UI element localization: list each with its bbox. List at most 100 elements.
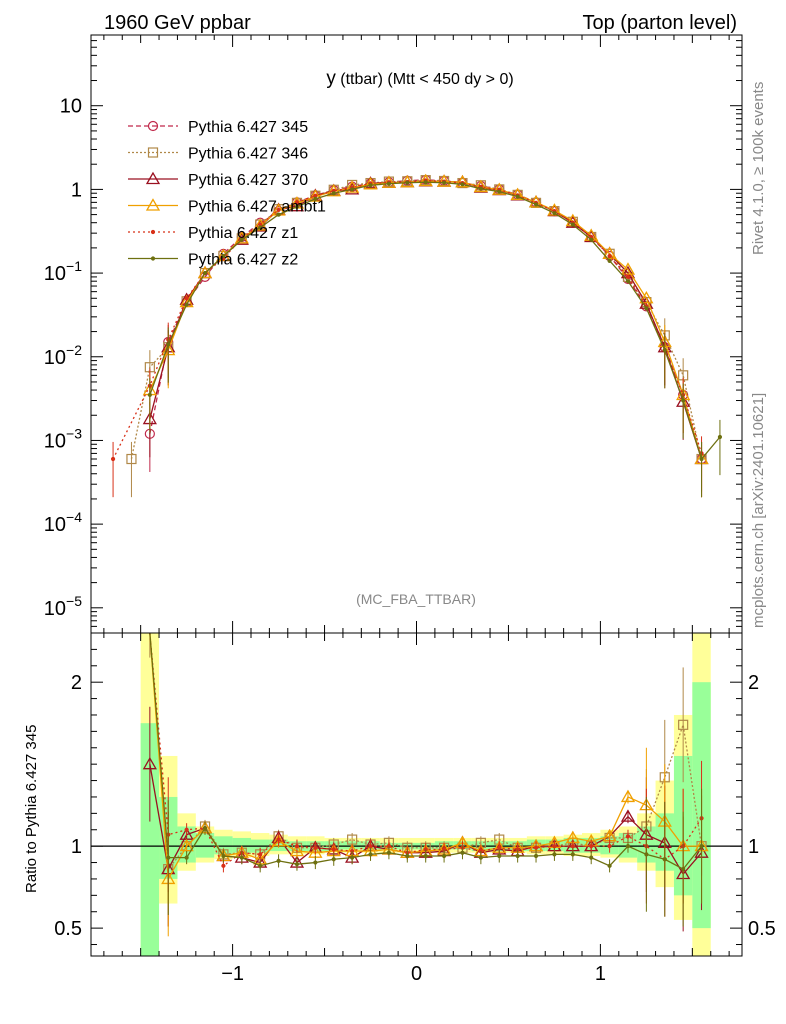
main-series-group: [110, 173, 723, 498]
series-line: [149, 180, 703, 460]
ratio-series-group: [142, 632, 709, 937]
plot-title-sub: (ttbar) (Mtt < 450 dy > 0): [336, 71, 514, 88]
data-point: [350, 187, 355, 192]
band-green: [195, 833, 215, 858]
ratio-data-point: [294, 844, 300, 849]
data-point: [639, 290, 654, 304]
data-point: [717, 434, 723, 440]
ratio-data-point: [589, 844, 594, 849]
ratio-data-point: [221, 853, 226, 859]
ratio-data-point: [644, 852, 649, 857]
ratio-data-point: [350, 855, 355, 860]
data-point: [363, 177, 378, 190]
ratio-data-point: [662, 857, 667, 862]
series-5: [147, 180, 723, 498]
ratio-data-point: [625, 834, 631, 839]
plot-title-main: y: [326, 68, 336, 89]
ratio-data-point: [368, 852, 373, 857]
ratio-data-point: [331, 847, 336, 852]
data-point: [202, 270, 208, 276]
data-point: [455, 174, 470, 188]
ratio-data-point: [699, 844, 704, 849]
y-tick-label-base: 10: [44, 514, 66, 536]
y-tick-label: 10: [60, 96, 82, 118]
y-tick-label: 10−5: [44, 593, 82, 620]
ratio-data-point: [142, 756, 157, 770]
data-point: [184, 296, 189, 301]
data-point: [492, 182, 507, 195]
plot-title: y (ttbar) (Mtt < 450 dy > 0): [326, 68, 513, 89]
y-tick-label-base: 10: [44, 263, 66, 285]
data-point: [147, 392, 152, 398]
ratio-data-point: [515, 853, 520, 859]
data-point: [478, 186, 483, 191]
data-point: [166, 342, 171, 347]
ratio-data-point: [313, 860, 318, 865]
ratio-data-point: [276, 858, 281, 864]
data-point: [126, 453, 137, 465]
y-tick-label: 10−3: [44, 425, 82, 452]
ratio-data-point: [202, 826, 208, 831]
ratio-data-point: [681, 867, 686, 872]
data-point: [644, 306, 649, 311]
data-point: [221, 253, 226, 259]
analysis-watermark: (MC_FBA_TTBAR): [356, 591, 476, 607]
data-point: [602, 246, 617, 259]
data-point: [234, 232, 249, 245]
data-point: [239, 237, 244, 242]
y-tick-label-exponent: −1: [66, 258, 82, 274]
ratio-series-5: [149, 632, 704, 927]
legend-label: Pythia 6.427 z1: [188, 225, 298, 242]
ratio-y-axis-label: Ratio to Pythia 6.427 345: [23, 725, 40, 893]
ratio-data-point: [386, 850, 392, 855]
data-point: [184, 302, 189, 307]
legend-label: Pythia 6.427 346: [188, 146, 308, 163]
ratio-data-point: [497, 853, 502, 859]
legend-label: Pythia 6.427 345: [188, 119, 308, 136]
ratio-series-2: [142, 706, 709, 932]
y-tick-label: 10−4: [44, 509, 82, 536]
data-point: [473, 179, 488, 193]
series-3: [142, 173, 709, 498]
data-point: [589, 237, 594, 242]
ratio-data-point: [258, 852, 263, 857]
legend-label: Pythia 6.427 z2: [188, 252, 298, 269]
legend: Pythia 6.427 345 Pythia 6.427 346 Pythia 6…: [128, 119, 326, 269]
ratio-data-point: [289, 843, 305, 857]
x-tick-label: 0: [411, 963, 422, 985]
ratio-data-point: [331, 857, 336, 862]
ratio-data-point: [625, 844, 631, 849]
data-point: [460, 182, 465, 187]
x-tick-label: −1: [221, 963, 244, 985]
ratio-data-point: [239, 855, 244, 860]
legend-marker: [150, 256, 156, 261]
ratio-data-point: [166, 855, 171, 860]
ratio-data-point: [184, 827, 189, 832]
ratio-data-point: [533, 853, 539, 859]
legend-marker: [150, 229, 156, 235]
ratio-series-4: [149, 632, 704, 917]
header-process: Top (parton level): [582, 12, 737, 34]
x-tick-label: 1: [595, 963, 606, 985]
ratio-data-point: [552, 852, 557, 857]
ratio-y-tick-label-left: 2: [71, 672, 82, 694]
ratio-data-point: [423, 853, 428, 859]
series-0: [144, 174, 707, 498]
band-green: [140, 723, 160, 956]
rivet-version-label: Rivet 4.1.0, ≥ 100k events: [750, 82, 767, 255]
ratio-y-tick-label-right: 0.5: [748, 918, 776, 940]
y-tick-label-base: 10: [44, 347, 66, 369]
legend-marker: [147, 120, 159, 132]
data-point: [423, 180, 428, 185]
ratio-y-tick-label-right: 1: [748, 836, 759, 858]
ratio-data-point: [221, 863, 226, 868]
y-tick-label-exponent: −4: [66, 509, 82, 525]
ratio-data-point: [184, 855, 189, 860]
y-tick-label-base: 10: [44, 598, 66, 620]
ratio-data-point: [570, 844, 575, 849]
ratio-data-point: [405, 853, 410, 859]
data-point: [515, 194, 520, 199]
ratio-data-point: [570, 852, 575, 857]
